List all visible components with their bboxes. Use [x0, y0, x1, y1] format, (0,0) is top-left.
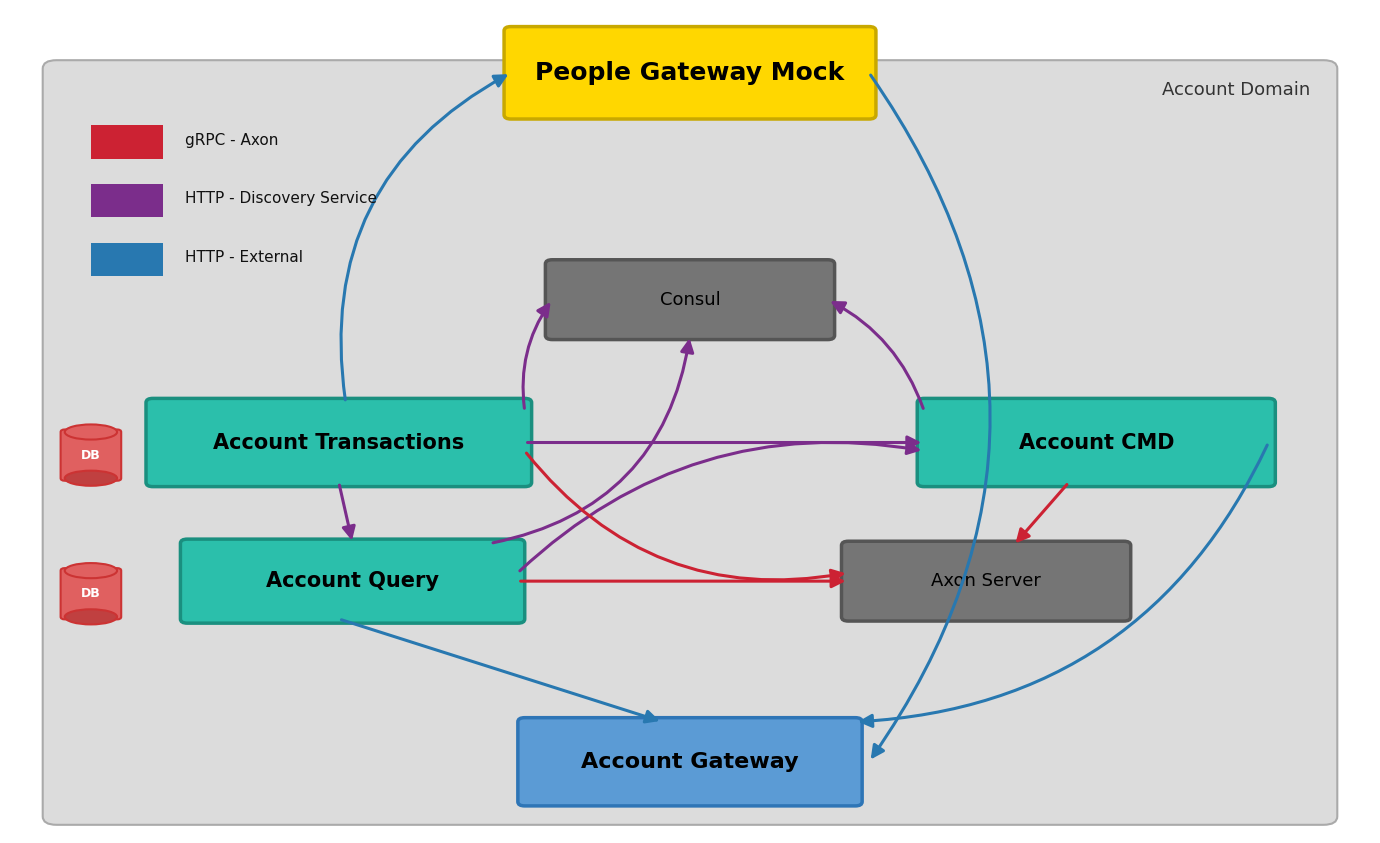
- FancyBboxPatch shape: [91, 184, 163, 217]
- Text: Account Gateway: Account Gateway: [581, 752, 799, 772]
- Text: Consul: Consul: [660, 291, 720, 309]
- FancyBboxPatch shape: [504, 27, 876, 119]
- FancyBboxPatch shape: [146, 399, 531, 486]
- FancyBboxPatch shape: [545, 260, 835, 340]
- FancyBboxPatch shape: [918, 399, 1275, 486]
- Ellipse shape: [65, 563, 117, 578]
- Text: Account Transactions: Account Transactions: [213, 432, 465, 453]
- FancyBboxPatch shape: [518, 717, 862, 806]
- Ellipse shape: [65, 470, 117, 486]
- FancyBboxPatch shape: [61, 429, 121, 481]
- Ellipse shape: [65, 424, 117, 439]
- Text: Account CMD: Account CMD: [1018, 432, 1174, 453]
- FancyBboxPatch shape: [91, 125, 163, 158]
- FancyBboxPatch shape: [43, 60, 1337, 824]
- FancyBboxPatch shape: [91, 243, 163, 277]
- Text: gRPC - Axon: gRPC - Axon: [185, 132, 277, 148]
- Text: HTTP - Discovery Service: HTTP - Discovery Service: [185, 191, 377, 207]
- Ellipse shape: [65, 609, 117, 625]
- FancyBboxPatch shape: [181, 540, 524, 623]
- Text: Account Domain: Account Domain: [1162, 81, 1310, 99]
- FancyBboxPatch shape: [842, 541, 1130, 621]
- Text: DB: DB: [81, 588, 101, 600]
- FancyBboxPatch shape: [61, 568, 121, 620]
- Text: Axon Server: Axon Server: [932, 572, 1041, 590]
- Text: People Gateway Mock: People Gateway Mock: [535, 61, 845, 85]
- Text: Account Query: Account Query: [266, 572, 439, 591]
- Text: HTTP - External: HTTP - External: [185, 250, 302, 266]
- Text: DB: DB: [81, 448, 101, 462]
